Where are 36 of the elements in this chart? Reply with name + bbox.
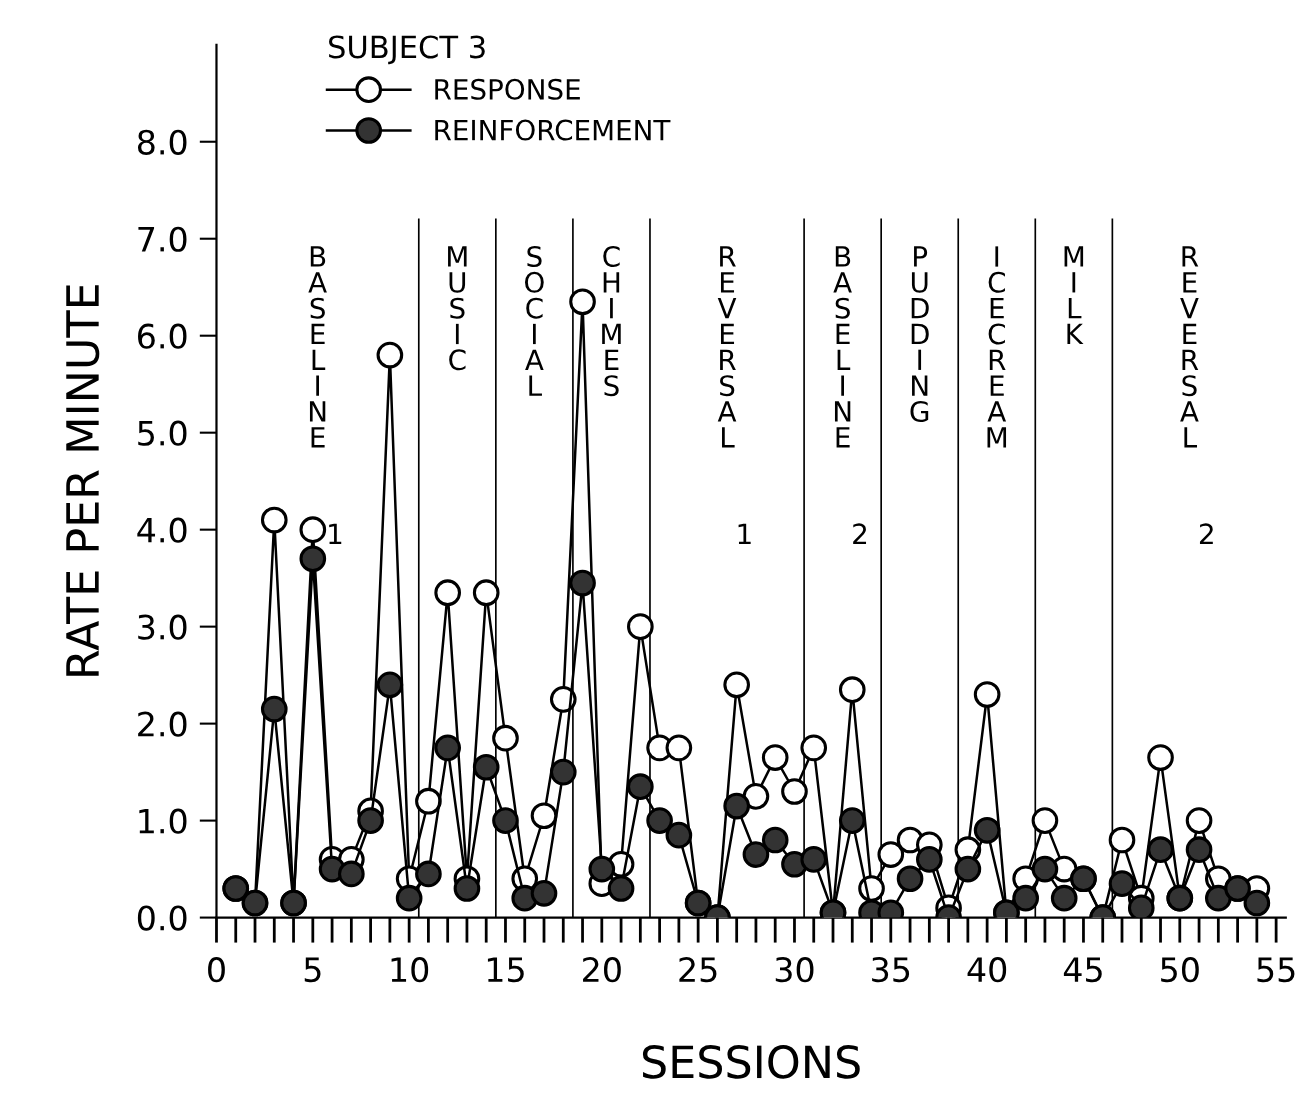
annotation: ICECREAM <box>987 246 1007 448</box>
annotation: SOCIAL <box>525 246 544 396</box>
y-tick-label: 1.0 <box>139 808 187 834</box>
y-tick-label: 8.0 <box>137 129 187 155</box>
x-tick-label: 35 <box>872 957 910 983</box>
x-tick-label: 15 <box>487 957 524 983</box>
x-axis-title: SESSIONS <box>642 1045 860 1079</box>
text: REVERSAL 1 <box>717 246 751 544</box>
x-tick-label: 5 <box>304 957 321 983</box>
x-tick-label: 55 <box>1257 957 1295 983</box>
y-tick-label: 0.0 <box>137 905 187 931</box>
text: BASELINE 2 <box>833 246 867 544</box>
x-tick-label: 25 <box>679 957 717 983</box>
y-tick-label: 3.0 <box>138 614 187 640</box>
x-tick-label: 0 <box>208 957 225 983</box>
x-tick-label: 20 <box>583 957 621 983</box>
y-tick-label: 2.0 <box>138 711 187 737</box>
annotation: CHIMES <box>602 246 621 397</box>
annotation: MUSIC <box>448 246 467 371</box>
annotation: MILK <box>1064 246 1084 345</box>
y-tick-label: 6.0 <box>138 323 187 349</box>
annotation: PUDDING <box>910 246 929 422</box>
x-tick-label: 10 <box>391 957 429 983</box>
x-tick-label: 45 <box>1063 957 1102 983</box>
text: REVERSAL 2 <box>1180 246 1213 544</box>
y-axis-title: RATE PER MINUTE <box>66 285 100 676</box>
legend-title: SUBJECT 3 <box>329 35 485 65</box>
x-tick-label: 30 <box>775 957 814 983</box>
y-tick-label: 7.0 <box>138 226 187 252</box>
x-tick-label: 40 <box>967 957 1007 983</box>
legend-label: RESPONSE <box>435 78 580 100</box>
y-tick-label: 5.0 <box>138 420 187 446</box>
x-tick-label: 50 <box>1161 957 1199 983</box>
text: BASELINE 1 <box>308 246 342 544</box>
legend-label: REINFORCEMENT <box>435 119 671 141</box>
y-tick-label: 4.0 <box>137 517 187 543</box>
